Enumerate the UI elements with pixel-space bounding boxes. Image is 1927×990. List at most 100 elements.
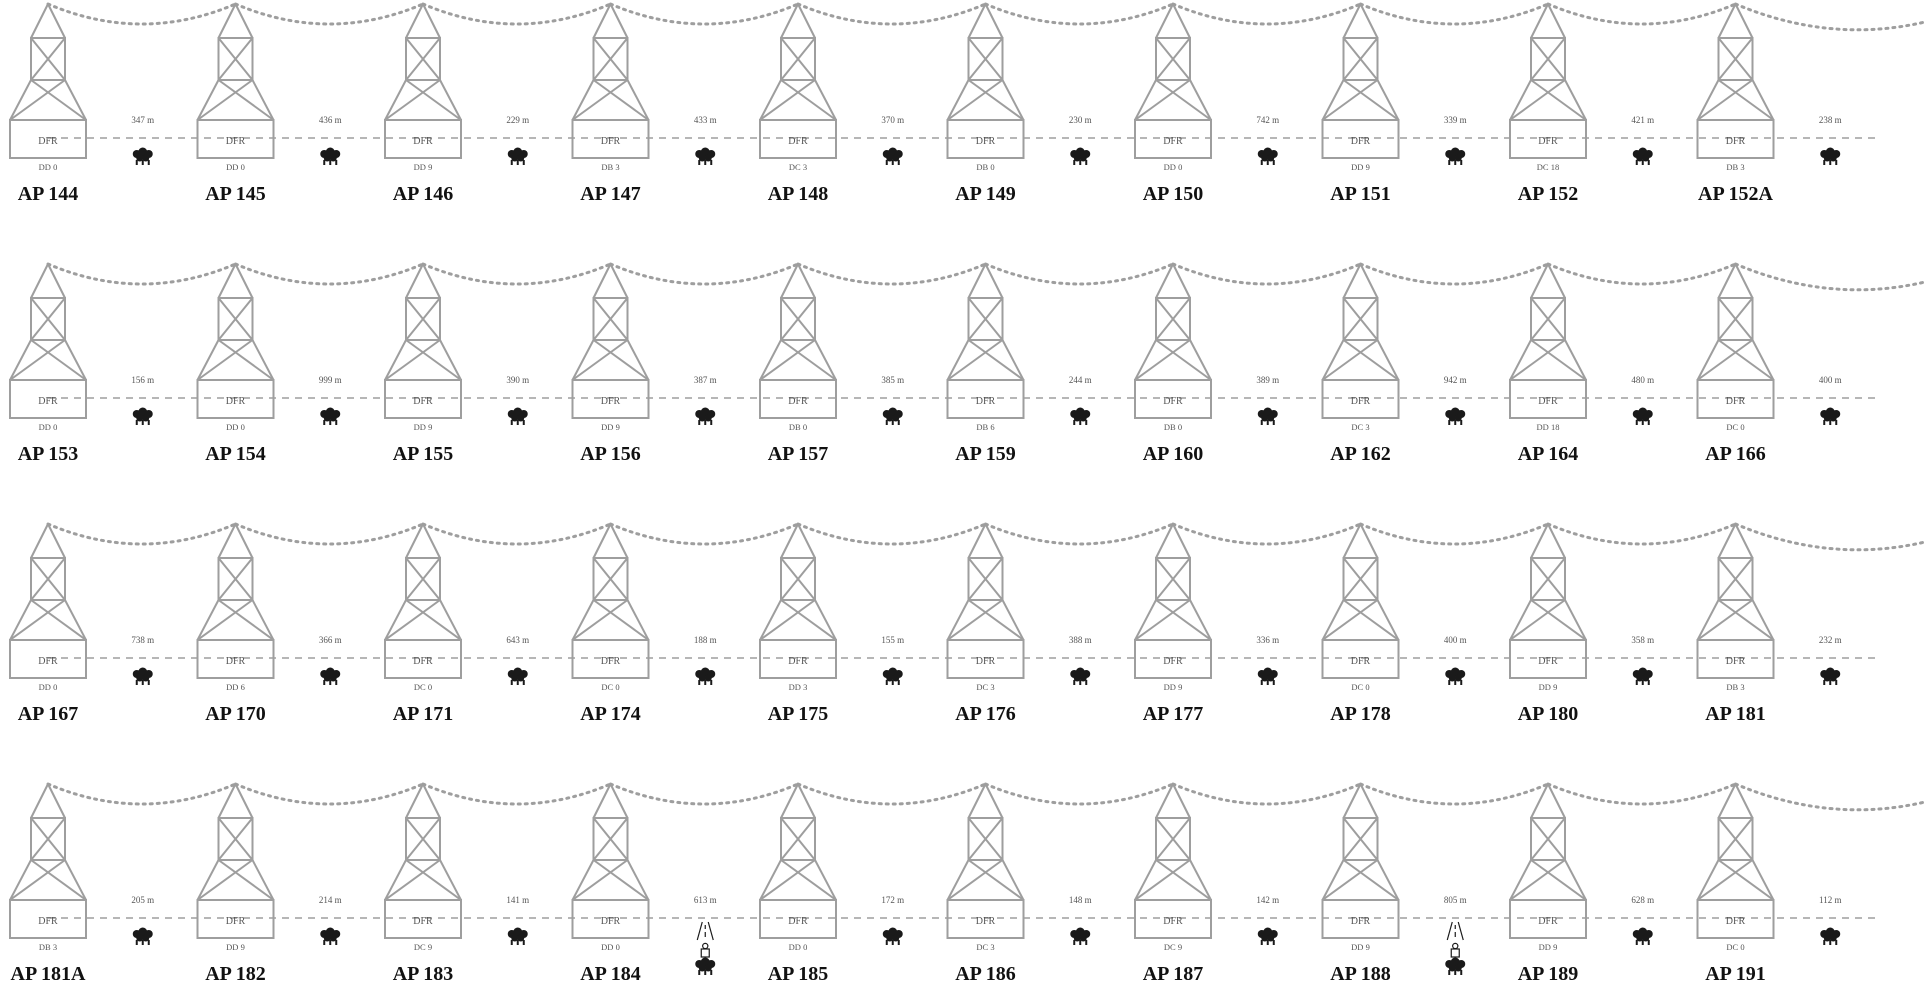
tree-cluster-icon (1257, 407, 1278, 425)
tower-name: AP 152 (1518, 183, 1579, 205)
tower-type-label: DFR (1163, 656, 1183, 667)
tower-name: AP 155 (393, 443, 454, 465)
tree-cluster-icon (320, 147, 341, 165)
tower-type-label: DFR (601, 656, 621, 667)
tower: DFR DC 0 AP 171 (384, 523, 462, 725)
tree-cluster-icon (882, 927, 903, 945)
tree-cluster-icon (882, 147, 903, 165)
conductor-wire (984, 2, 1175, 26)
tree-cluster-icon (320, 927, 341, 945)
tower-name: AP 177 (1143, 703, 1204, 725)
span: 232 m (1819, 635, 1842, 685)
tower-code-label: DB 3 (1726, 162, 1744, 172)
conductor-wire (234, 262, 425, 286)
span-length-label: 738 m (131, 635, 154, 645)
conductor-wire (234, 2, 425, 26)
tower-name: AP 154 (205, 443, 266, 465)
tower-name: AP 174 (580, 703, 641, 725)
tower-name: AP 182 (205, 963, 266, 985)
span: 805 m (1444, 895, 1467, 975)
tower: DFR DD 0 AP 150 (1134, 3, 1212, 205)
tower-code-label: DD 0 (789, 942, 808, 952)
tree-cluster-icon (132, 927, 153, 945)
tower-code-label: DB 3 (601, 162, 619, 172)
span-length-label: 336 m (1256, 635, 1279, 645)
tower-type-label: DFR (38, 656, 58, 667)
conductor-wire (234, 522, 425, 546)
span: 112 m (1819, 895, 1841, 945)
tree-cluster-icon (1070, 927, 1091, 945)
tower-type-label: DFR (1351, 916, 1371, 927)
tower-code-label: DD 9 (1351, 162, 1370, 172)
tower: DFR DD 9 AP 180 (1509, 523, 1587, 725)
span: 148 m (1069, 895, 1092, 945)
conductor-wire (1359, 522, 1550, 546)
tower-type-label: DFR (1726, 916, 1746, 927)
span-length-label: 188 m (694, 635, 717, 645)
tower-code-label: DD 0 (1164, 162, 1183, 172)
tower-name: AP 162 (1330, 443, 1391, 465)
span: 358 m (1631, 635, 1654, 685)
tower: DFR DD 9 AP 155 (384, 263, 462, 465)
tower: DFR DC 18 AP 152 (1509, 3, 1587, 205)
tower: DFR DD 0 AP 153 (9, 263, 87, 465)
tower: DFR DC 0 AP 191 (1696, 783, 1775, 985)
tower-type-label: DFR (1538, 916, 1558, 927)
conductor-wire (796, 522, 987, 546)
tower-code-label: DB 0 (976, 162, 994, 172)
tower-code-label: DB 3 (39, 942, 57, 952)
tower-name: AP 153 (18, 443, 79, 465)
span-length-label: 433 m (694, 115, 717, 125)
span-length-label: 480 m (1631, 375, 1654, 385)
tower-code-label: DD 18 (1537, 422, 1560, 432)
tree-cluster-icon (1070, 147, 1091, 165)
span: 390 m (506, 375, 529, 425)
tower-type-label: DFR (413, 136, 433, 147)
tower-code-label: DC 9 (414, 942, 432, 952)
conductor-wire (1734, 782, 1927, 812)
tower-code-label: DC 0 (414, 682, 432, 692)
tower-code-label: DB 0 (789, 422, 807, 432)
span-length-label: 148 m (1069, 895, 1092, 905)
tower: DFR DB 0 AP 160 (1134, 263, 1212, 465)
tower-type-label: DFR (1538, 136, 1558, 147)
tree-cluster-icon (1257, 927, 1278, 945)
tower: DFR DD 0 AP 167 (9, 523, 87, 725)
tower-name: AP 171 (393, 703, 454, 725)
tower-type-label: DFR (226, 656, 246, 667)
conductor-wire (46, 782, 237, 806)
conductor-wire (1546, 262, 1737, 286)
span: 366 m (319, 635, 342, 685)
span-length-label: 400 m (1444, 635, 1467, 645)
span-length-label: 244 m (1069, 375, 1092, 385)
tree-cluster-icon (1632, 927, 1653, 945)
tower-name: AP 185 (768, 963, 829, 985)
conductor-wire (796, 782, 987, 806)
span: 421 m (1631, 115, 1654, 165)
span-length-label: 999 m (319, 375, 342, 385)
tower: DFR DD 0 AP 185 (759, 783, 837, 985)
conductor-wire (609, 2, 800, 26)
span: 400 m (1444, 635, 1467, 685)
tower: DFR DC 9 AP 183 (384, 783, 462, 985)
tower-name: AP 170 (205, 703, 266, 725)
tower-code-label: DC 9 (1164, 942, 1182, 952)
tree-cluster-icon (507, 667, 528, 685)
tree-cluster-icon (1820, 927, 1841, 945)
conductor-wire (1546, 782, 1737, 806)
span-length-label: 172 m (881, 895, 904, 905)
span-length-label: 141 m (506, 895, 529, 905)
span: 400 m (1819, 375, 1842, 425)
span: 436 m (319, 115, 342, 165)
conductor-wire (984, 782, 1175, 806)
span: 628 m (1631, 895, 1654, 945)
span: 229 m (506, 115, 529, 165)
tower: DFR DD 3 AP 175 (759, 523, 837, 725)
tree-cluster-icon (1632, 667, 1653, 685)
span-length-label: 229 m (506, 115, 529, 125)
span: 388 m (1069, 635, 1092, 685)
span-length-label: 421 m (1631, 115, 1654, 125)
tree-cluster-icon (695, 667, 716, 685)
